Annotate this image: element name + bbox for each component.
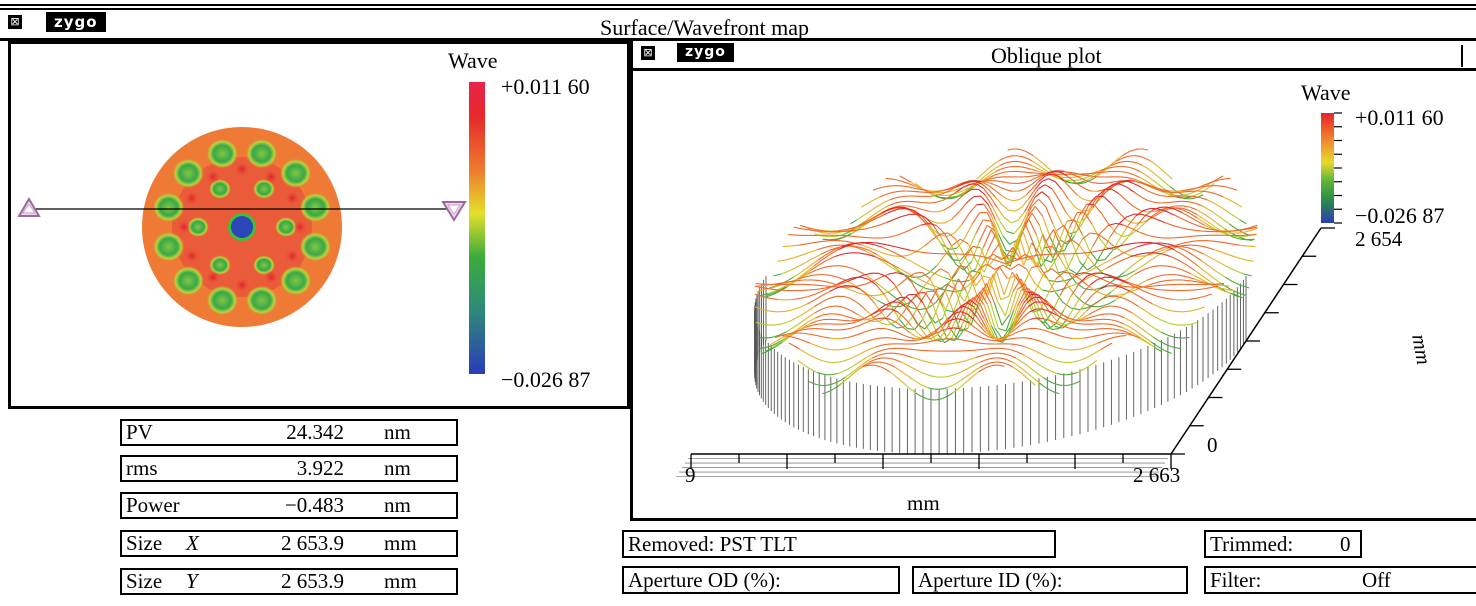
stat-unit: mm xyxy=(384,531,417,555)
outer-cell xyxy=(172,158,205,189)
title-rule-top-2 xyxy=(0,8,1476,10)
stat-unit: nm xyxy=(384,456,411,480)
x-axis-start-label: 9 xyxy=(685,463,696,487)
outer-cell xyxy=(299,231,332,262)
stat-label: Power xyxy=(126,493,180,517)
y-axis-end-label: 2 654 xyxy=(1355,227,1403,251)
stat-value: 3.922 xyxy=(296,456,344,480)
outer-cell xyxy=(279,265,312,296)
outer-cell xyxy=(299,192,332,223)
x-axis-unit-label: mm xyxy=(907,491,940,515)
stat-label: Size xyxy=(126,531,163,555)
oblique-colorbar-max-label: +0.011 60 xyxy=(1355,105,1444,130)
outer-cell xyxy=(279,158,312,189)
stat-row-power: Power −0.483 nm xyxy=(120,492,458,519)
x-axis-end-label: 2 663 xyxy=(1133,463,1181,487)
inner-cell xyxy=(209,178,231,199)
close-icon[interactable]: ⊠ xyxy=(8,15,22,29)
stat-value: 2 653.9 xyxy=(281,531,344,555)
aperture-od-box: Aperture OD (%): xyxy=(622,566,900,594)
stat-label: rms xyxy=(126,456,158,480)
colorbar xyxy=(469,82,485,374)
oblique-plot-window: ⊠ zygo Oblique plot Wave +0.011 60 −0.02… xyxy=(630,41,1476,521)
outer-cell xyxy=(152,231,185,262)
y-axis-start-label: 0 xyxy=(1207,433,1218,457)
filter-value: Off xyxy=(1362,568,1391,592)
stat-row-rms: rms 3.922 nm xyxy=(120,455,458,482)
stat-row-pv: PV 24.342 nm xyxy=(120,419,458,446)
oblique-plot-canvas xyxy=(676,112,1342,478)
inner-cell xyxy=(275,217,297,237)
stat-label: PV xyxy=(126,420,153,444)
oblique-zygo-logo: zygo xyxy=(677,43,734,62)
y-axis-ticks xyxy=(1171,227,1335,455)
outer-cell xyxy=(152,192,185,223)
x-axis-ticks xyxy=(690,454,1172,469)
oblique-colorbar-min-label: −0.026 87 xyxy=(1355,203,1445,228)
oblique-colorbar xyxy=(1321,113,1334,223)
oblique-title-rule xyxy=(633,68,1476,71)
stat-unit: nm xyxy=(384,420,411,444)
inner-cell xyxy=(187,217,209,237)
outer-cell xyxy=(206,138,239,169)
stat-value: −0.483 xyxy=(284,493,344,517)
title-rule-top xyxy=(0,4,1476,6)
stat-unit: mm xyxy=(384,569,417,593)
colorbar-min-label: −0.026 87 xyxy=(501,367,591,392)
oblique-title: Oblique plot xyxy=(991,43,1102,68)
oblique-colorbar-title: Wave xyxy=(1301,80,1351,105)
oblique-title-edge xyxy=(1461,45,1463,67)
window-title: Surface/Wavefront map xyxy=(600,15,809,40)
outer-cell xyxy=(172,265,205,296)
filter-label: Filter: xyxy=(1210,568,1262,592)
zygo-logo: zygo xyxy=(46,12,106,32)
oblique-close-icon[interactable]: ⊠ xyxy=(641,46,655,60)
outer-cell xyxy=(245,138,278,169)
surface-map-canvas xyxy=(17,82,485,374)
surface-map-panel: Wave +0.011 60 −0.026 87 xyxy=(8,41,630,409)
stat-value: 24.342 xyxy=(286,420,344,444)
outer-cell xyxy=(206,285,239,316)
inner-cell xyxy=(253,178,275,199)
oblique-surface xyxy=(754,148,1258,401)
filter-box: Filter: Off xyxy=(1204,566,1476,594)
surface-map-disc xyxy=(142,127,342,327)
aperture-id-box: Aperture ID (%): xyxy=(912,566,1188,594)
stat-axis: Y xyxy=(186,569,198,593)
stat-label: Size xyxy=(126,569,163,593)
stat-unit: nm xyxy=(384,493,411,517)
center-minimum xyxy=(231,216,253,238)
trimmed-box: Trimmed: 0 xyxy=(1204,530,1362,558)
oblique-colorbar-ticks xyxy=(1334,112,1342,224)
colorbar-title: Wave xyxy=(448,48,498,73)
outer-cell xyxy=(245,285,278,316)
trimmed-label: Trimmed: xyxy=(1210,532,1294,556)
y-axis-unit-label: mm xyxy=(1407,332,1437,367)
inner-cell xyxy=(253,255,275,276)
stat-axis: X xyxy=(186,531,199,555)
stat-value: 2 653.9 xyxy=(281,569,344,593)
trimmed-value: 0 xyxy=(1340,532,1351,556)
stat-row-size-y: Size Y 2 653.9 mm xyxy=(120,568,458,595)
inner-cell xyxy=(209,255,231,276)
title-rule-bottom xyxy=(0,38,1476,41)
removed-box: Removed: PST TLT xyxy=(622,530,1056,558)
colorbar-max-label: +0.011 60 xyxy=(501,74,590,99)
stat-row-size-x: Size X 2 653.9 mm xyxy=(120,530,458,557)
